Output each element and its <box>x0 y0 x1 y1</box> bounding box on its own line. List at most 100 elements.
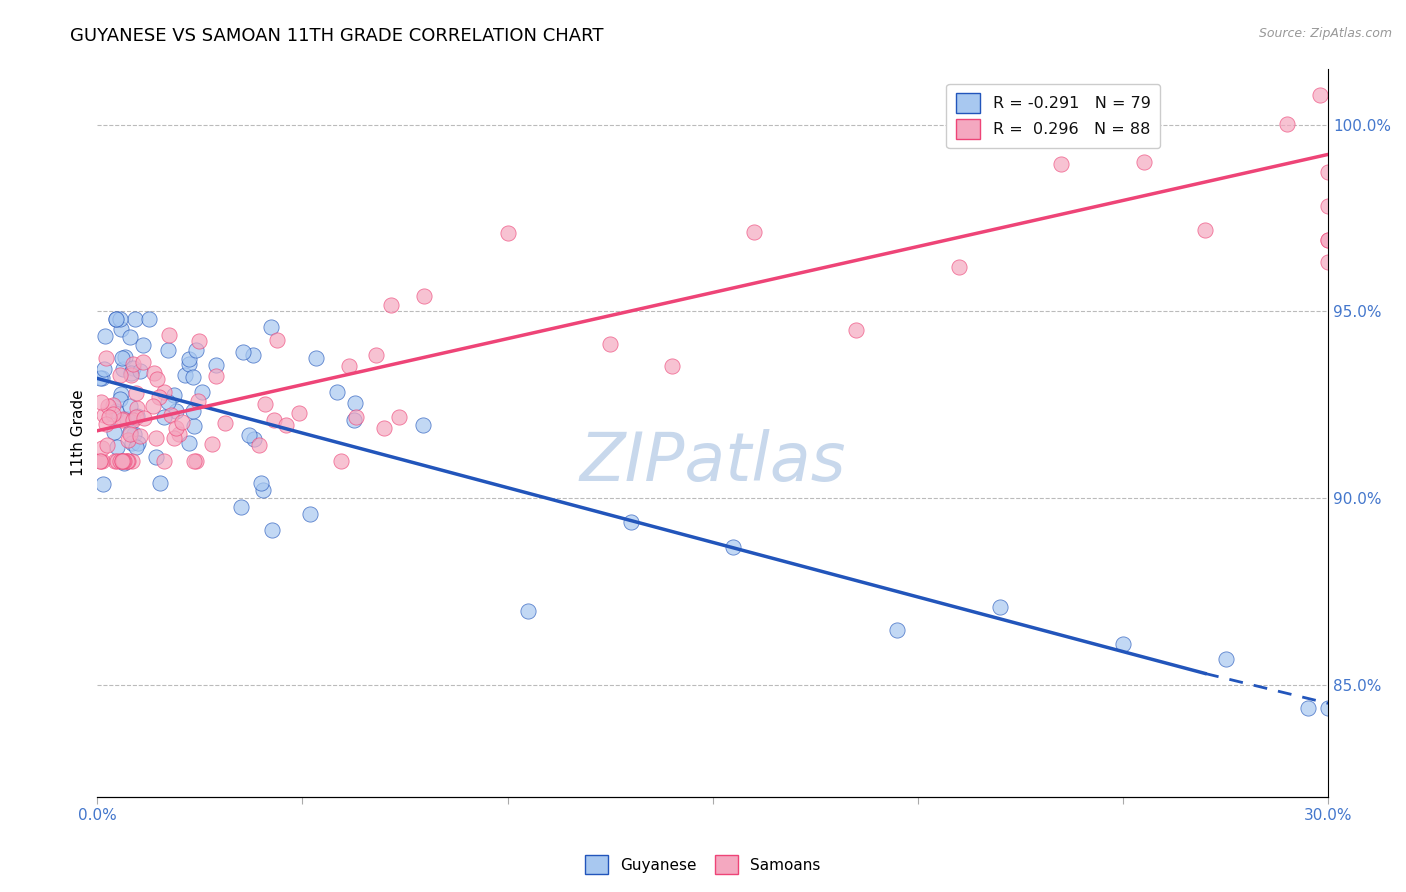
Point <box>120 368 142 383</box>
Point <box>274 417 297 432</box>
Point <box>108 453 131 467</box>
Point <box>90 395 112 409</box>
Point <box>183 404 205 418</box>
Point <box>204 358 226 372</box>
Point <box>253 396 276 410</box>
Point <box>146 372 169 386</box>
Point <box>1317 233 1340 247</box>
Point <box>188 334 211 349</box>
Point <box>599 337 621 351</box>
Point <box>201 437 224 451</box>
Point <box>93 361 115 376</box>
Point <box>91 453 114 467</box>
Point <box>149 476 172 491</box>
Point <box>117 453 139 467</box>
Point <box>118 330 141 344</box>
Point <box>94 417 117 431</box>
Point <box>263 413 285 427</box>
Point <box>1296 701 1319 715</box>
Point <box>181 370 204 384</box>
Point <box>122 361 145 376</box>
Point <box>163 387 186 401</box>
Point <box>142 366 165 380</box>
Legend: Guyanese, Samoans: Guyanese, Samoans <box>579 849 827 880</box>
Point <box>172 415 194 429</box>
Point <box>723 541 745 555</box>
Y-axis label: 11th Grade: 11th Grade <box>72 389 86 476</box>
Point <box>1317 165 1340 179</box>
Point <box>1317 255 1340 269</box>
Point <box>124 409 146 424</box>
Point <box>145 431 167 445</box>
Point <box>121 436 143 450</box>
Point <box>1317 701 1340 715</box>
Point <box>112 412 135 426</box>
Point <box>252 483 274 497</box>
Point <box>121 453 143 467</box>
Point <box>96 438 118 452</box>
Point <box>103 425 125 439</box>
Point <box>163 431 186 445</box>
Point <box>326 384 349 399</box>
Point <box>110 351 132 365</box>
Point <box>124 311 146 326</box>
Point <box>299 507 322 521</box>
Point <box>108 392 131 407</box>
Point <box>110 322 132 336</box>
Point <box>242 432 264 446</box>
Point <box>115 453 138 467</box>
Point <box>259 320 281 334</box>
Point <box>343 413 366 427</box>
Point <box>1317 233 1340 247</box>
Point <box>110 386 132 401</box>
Point <box>122 426 145 441</box>
Point <box>129 364 152 378</box>
Point <box>89 453 111 467</box>
Point <box>1275 117 1298 131</box>
Point <box>232 344 254 359</box>
Point <box>112 453 135 467</box>
Text: GUYANESE VS SAMOAN 11TH GRADE CORRELATION CHART: GUYANESE VS SAMOAN 11TH GRADE CORRELATIO… <box>70 27 603 45</box>
Point <box>187 394 209 409</box>
Point <box>167 427 190 442</box>
Point <box>1194 222 1216 236</box>
Point <box>948 260 970 274</box>
Point <box>138 311 160 326</box>
Point <box>160 409 183 423</box>
Point <box>157 328 180 343</box>
Point <box>496 227 519 241</box>
Point <box>373 420 395 434</box>
Point <box>344 395 367 409</box>
Point <box>247 438 270 452</box>
Point <box>1132 155 1154 169</box>
Point <box>191 385 214 400</box>
Point <box>108 311 131 326</box>
Point <box>620 515 643 529</box>
Point <box>845 323 868 337</box>
Point <box>412 289 434 303</box>
Point <box>91 370 114 384</box>
Point <box>120 426 142 441</box>
Point <box>97 400 120 414</box>
Point <box>97 409 120 424</box>
Point <box>125 386 148 401</box>
Point <box>388 410 411 425</box>
Point <box>238 427 260 442</box>
Point <box>177 436 200 450</box>
Point <box>153 453 176 467</box>
Point <box>364 348 387 362</box>
Point <box>145 450 167 464</box>
Point <box>153 410 176 425</box>
Point <box>142 399 165 413</box>
Point <box>330 453 353 467</box>
Point <box>127 436 149 450</box>
Point <box>262 523 284 537</box>
Point <box>110 368 132 382</box>
Point <box>112 456 135 470</box>
Point <box>184 343 207 358</box>
Point <box>117 434 139 448</box>
Text: ZIPatlas: ZIPatlas <box>579 429 846 495</box>
Point <box>104 311 127 326</box>
Point <box>94 329 117 343</box>
Point <box>157 394 180 409</box>
